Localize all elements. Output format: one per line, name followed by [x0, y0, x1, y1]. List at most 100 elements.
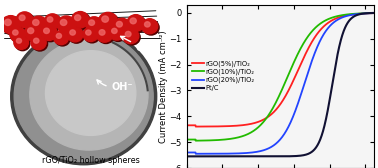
rGO(5%)/TiO₂	[194, 125, 198, 128]
Circle shape	[68, 28, 84, 43]
Text: rGO/TiO₂ hollow spheres: rGO/TiO₂ hollow spheres	[42, 156, 139, 165]
Circle shape	[3, 17, 22, 35]
rGO(20%)/TiO₂	[327, 26, 332, 28]
rGO(5%)/TiO₂	[346, 14, 351, 16]
Circle shape	[14, 31, 153, 161]
Pt/C	[293, 155, 298, 157]
Circle shape	[73, 13, 90, 29]
Circle shape	[102, 16, 108, 22]
Circle shape	[70, 30, 76, 35]
rGO(10%)/TiO₂	[327, 18, 332, 20]
Circle shape	[30, 39, 148, 150]
Circle shape	[41, 25, 57, 40]
Circle shape	[31, 17, 49, 34]
Circle shape	[71, 12, 89, 28]
rGO(20%)/TiO₂	[293, 109, 298, 111]
Circle shape	[98, 28, 114, 44]
Text: OH⁻: OH⁻	[97, 80, 133, 92]
Circle shape	[115, 19, 132, 35]
Circle shape	[1, 16, 20, 34]
Pt/C	[327, 103, 331, 105]
Circle shape	[113, 18, 130, 34]
Legend: rGO(5%)/TiO₂, rGO(10%)/TiO₂, rGO(20%)/TiO₂, Pt/C: rGO(5%)/TiO₂, rGO(10%)/TiO₂, rGO(20%)/Ti…	[192, 60, 255, 91]
Pt/C	[196, 155, 200, 157]
Circle shape	[34, 38, 39, 43]
rGO(5%)/TiO₂	[304, 51, 308, 53]
Circle shape	[109, 25, 124, 40]
rGO(20%)/TiO₂	[304, 77, 308, 79]
rGO(5%)/TiO₂	[293, 74, 298, 76]
Circle shape	[67, 27, 83, 42]
Circle shape	[99, 30, 105, 35]
Circle shape	[14, 36, 28, 49]
Circle shape	[125, 31, 131, 37]
rGO(10%)/TiO₂	[346, 13, 351, 15]
Circle shape	[110, 27, 126, 41]
Circle shape	[89, 20, 94, 25]
Circle shape	[11, 28, 27, 43]
rGO(10%)/TiO₂	[372, 12, 376, 14]
Line: rGO(10%)/TiO₂: rGO(10%)/TiO₂	[187, 13, 374, 141]
rGO(20%)/TiO₂	[196, 153, 201, 155]
Circle shape	[143, 20, 159, 35]
Circle shape	[86, 30, 91, 35]
Circle shape	[46, 15, 62, 30]
Circle shape	[47, 17, 53, 22]
Y-axis label: Current Density (mA cm⁻²): Current Density (mA cm⁻²)	[159, 30, 168, 143]
rGO(5%)/TiO₂	[184, 124, 189, 126]
Circle shape	[129, 16, 146, 33]
Circle shape	[60, 19, 67, 26]
Text: O₂: O₂	[121, 36, 148, 53]
Circle shape	[116, 22, 122, 27]
Pt/C	[298, 155, 303, 157]
Circle shape	[19, 15, 25, 20]
Circle shape	[10, 27, 25, 42]
rGO(20%)/TiO₂	[194, 153, 198, 155]
Circle shape	[54, 31, 68, 45]
Circle shape	[29, 16, 48, 33]
Circle shape	[43, 28, 50, 33]
Circle shape	[25, 25, 42, 41]
Circle shape	[144, 22, 150, 27]
Circle shape	[11, 28, 157, 165]
Circle shape	[122, 28, 139, 44]
Circle shape	[130, 18, 136, 24]
Circle shape	[12, 30, 18, 35]
Circle shape	[28, 28, 34, 34]
Circle shape	[56, 33, 62, 38]
rGO(5%)/TiO₂	[327, 21, 332, 23]
Circle shape	[45, 51, 136, 135]
rGO(5%)/TiO₂	[372, 12, 376, 14]
Circle shape	[16, 38, 22, 43]
rGO(20%)/TiO₂	[299, 94, 303, 96]
Pt/C	[304, 154, 308, 156]
rGO(20%)/TiO₂	[346, 14, 351, 16]
Circle shape	[57, 16, 76, 33]
Circle shape	[87, 18, 104, 34]
rGO(5%)/TiO₂	[196, 125, 201, 128]
rGO(20%)/TiO₂	[184, 152, 189, 154]
Circle shape	[84, 29, 100, 43]
Circle shape	[59, 17, 77, 35]
Line: rGO(5%)/TiO₂: rGO(5%)/TiO₂	[187, 13, 374, 127]
Circle shape	[5, 19, 11, 26]
Circle shape	[142, 19, 158, 34]
Circle shape	[124, 30, 140, 45]
Circle shape	[32, 37, 48, 51]
Circle shape	[18, 13, 34, 29]
Line: Pt/C: Pt/C	[187, 13, 374, 156]
rGO(20%)/TiO₂	[372, 12, 376, 14]
rGO(5%)/TiO₂	[299, 63, 303, 65]
Circle shape	[16, 12, 33, 28]
Circle shape	[33, 19, 39, 25]
Pt/C	[346, 21, 350, 23]
Circle shape	[74, 15, 81, 20]
Line: rGO(20%)/TiO₂: rGO(20%)/TiO₂	[187, 13, 374, 154]
rGO(10%)/TiO₂	[184, 139, 189, 141]
rGO(10%)/TiO₂	[304, 38, 308, 40]
Circle shape	[26, 26, 43, 42]
Circle shape	[55, 32, 70, 46]
rGO(10%)/TiO₂	[194, 140, 198, 142]
Circle shape	[86, 17, 102, 32]
Circle shape	[112, 28, 117, 33]
